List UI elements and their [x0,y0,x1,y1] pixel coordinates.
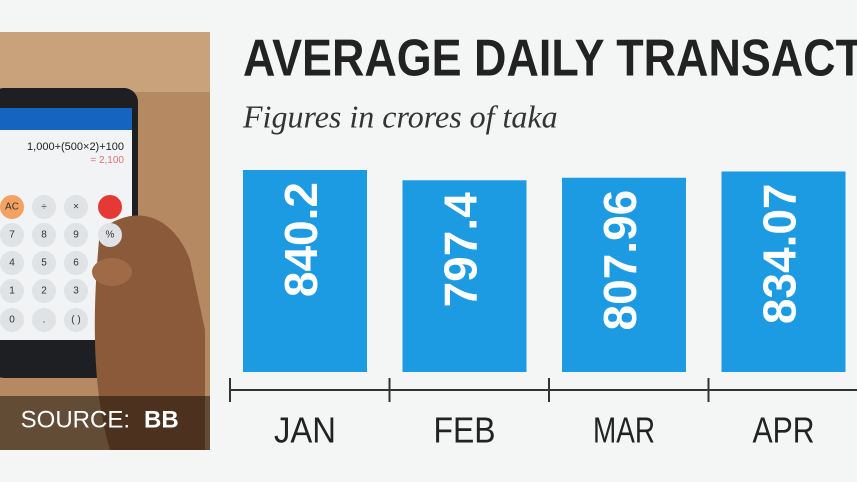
calc-key [64,251,88,275]
calc-key [32,279,56,303]
calc-key-label: . [43,315,46,326]
calc-key [64,223,88,247]
x-tick-label: MAR [593,410,655,451]
calc-key-label: × [73,202,79,213]
calc-result: = 2,100 [90,155,124,166]
calc-key-label: 5 [41,258,47,269]
value-label: 797.4 [435,192,487,308]
calc-key-label: ( ) [71,315,80,326]
calc-key [32,308,56,332]
calc-key [32,195,56,219]
chart-subtitle: Figures in crores of taka [242,98,558,134]
calc-key [32,251,56,275]
chart-title: AVERAGE DAILY TRANSACT [243,30,857,88]
calc-key-label: 7 [9,230,15,241]
calc-key [64,308,88,332]
calc-key [0,308,24,332]
bar [721,171,846,372]
calc-key [98,223,122,247]
calc-key-label: 2 [41,286,47,297]
calculator: 1,000+(500×2)+100 = 2,100 AC ÷ × 7 8 9 % 4 5 6 1 2 3… [0,141,124,332]
calc-key-label: AC [5,202,19,213]
calc-key-label: 8 [41,230,47,241]
value-label: 807.96 [594,190,646,331]
calc-key-label: 1 [9,286,15,297]
calc-key [0,279,24,303]
bar [562,177,686,372]
calc-expression: 1,000+(500×2)+100 [27,141,124,153]
calc-key [0,195,24,219]
calc-key [64,279,88,303]
calc-key-label: % [106,230,115,241]
x-tick-label: FEB [434,410,496,451]
calc-key [0,251,24,275]
calc-key-label: 3 [73,286,79,297]
calc-key-label: 9 [73,230,79,241]
calc-key [32,223,56,247]
value-label: 840.2 [275,182,327,297]
source: BB [144,406,179,433]
source-label: SOURCE: [21,406,130,433]
calc-key [98,195,122,219]
bar [243,170,367,372]
calc-key-label: ÷ [41,202,47,213]
calc-key-label: 4 [9,258,15,269]
calc-key [0,223,24,247]
calc-key [64,195,88,219]
bar [402,180,527,372]
x-tick-label: APR [753,410,815,451]
x-tick-label: JAN [274,410,336,451]
value-label: 834.07 [754,183,806,324]
calc-key-label: 0 [9,315,15,326]
calc-key-label: 6 [73,258,79,269]
